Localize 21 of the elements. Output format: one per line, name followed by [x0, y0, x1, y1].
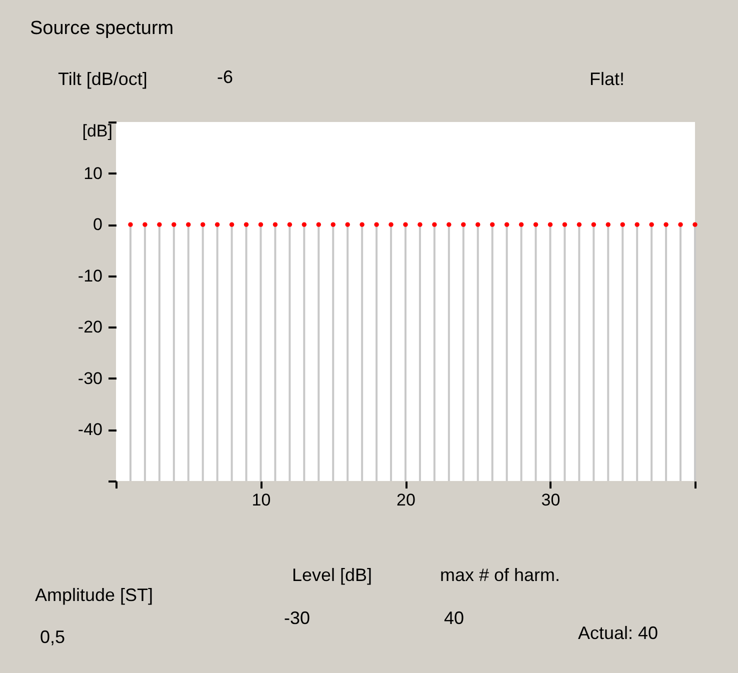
text: -6 [217, 67, 234, 87]
y-tick-label: -20 [78, 318, 102, 337]
text: Flat! [589, 69, 625, 89]
text: 0,5 [40, 627, 66, 647]
text: -30 [284, 608, 310, 628]
y-axis-title: [dB] [82, 122, 112, 140]
y-tick-label: -40 [78, 420, 102, 440]
text: 40 [444, 608, 464, 628]
text: Amplitude [ST] [35, 585, 154, 605]
text: Level [dB] [292, 565, 372, 585]
text: max # of harm. [440, 565, 560, 585]
text: Actual: 40 [578, 623, 658, 643]
x-tick-label: 30 [541, 490, 560, 510]
x-tick-label: 20 [396, 490, 416, 510]
text: Tilt [dB/oct] [58, 69, 148, 89]
chart-title: Source specturm [30, 18, 174, 39]
y-tick-label: 10 [84, 164, 102, 183]
y-tick-label: 0 [93, 215, 102, 234]
y-tick-label: -30 [78, 368, 102, 388]
x-tick-label: 10 [252, 490, 271, 510]
y-tick-label: -10 [78, 266, 102, 286]
